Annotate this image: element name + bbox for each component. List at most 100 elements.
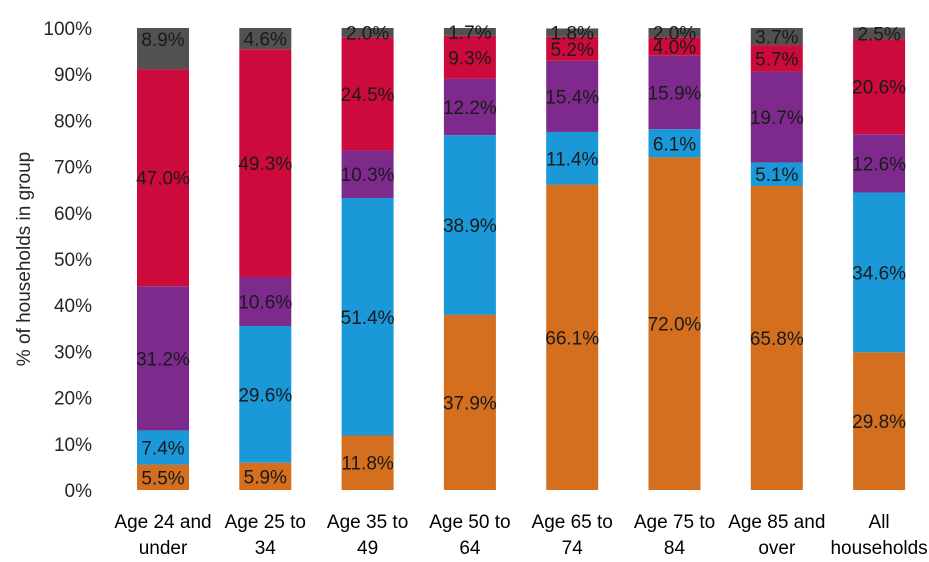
x-category-label: Age 50 to 64 (429, 512, 510, 559)
bar-segment (341, 198, 394, 436)
data-label: 72.0% (648, 315, 702, 336)
data-label: 7.4% (141, 438, 184, 459)
x-category-label: Age 85 and over (728, 512, 825, 559)
data-label: 5.9% (244, 467, 287, 488)
bar-segment (443, 35, 496, 79)
bar-segment (853, 134, 906, 193)
y-tick-label: 0% (65, 481, 93, 502)
bar-segment (443, 314, 496, 490)
data-label: 38.9% (443, 216, 497, 237)
bar-segment (137, 464, 189, 490)
bar-segment (648, 37, 701, 56)
bar-segment (750, 71, 803, 163)
x-category-label: Age 75 to 84 (634, 512, 715, 559)
data-label: 5.2% (551, 40, 594, 61)
y-tick-label: 50% (54, 250, 92, 271)
y-axis-title: % of households in group (14, 152, 35, 366)
y-tick-label: 70% (54, 158, 92, 179)
data-label: 65.8% (750, 329, 804, 350)
data-label: 4.6% (244, 30, 287, 51)
bar-segment (546, 131, 599, 185)
bar-segment (546, 28, 599, 37)
y-tick-label: 100% (43, 19, 92, 40)
bar-segment (750, 162, 803, 187)
bar-segment (648, 129, 701, 158)
data-label: 49.3% (238, 154, 292, 175)
data-label: 8.9% (141, 30, 184, 51)
bar-segment (341, 28, 394, 38)
bar-segment (341, 435, 394, 490)
data-label: 37.9% (443, 393, 497, 414)
bar-segment (546, 36, 599, 61)
bar-segment (853, 352, 906, 490)
data-label: 12.2% (443, 98, 497, 119)
bar-segment (239, 277, 292, 326)
bar-segment (239, 462, 292, 490)
data-label: 15.4% (545, 87, 599, 108)
bar-segment (443, 78, 496, 136)
bar-segment (341, 37, 394, 151)
data-label: 2.0% (653, 24, 696, 45)
bar-segment (546, 184, 599, 491)
x-category-label: All households (830, 512, 927, 559)
x-category-label: Age 35 to 49 (327, 512, 408, 559)
data-label: 3.7% (755, 28, 798, 49)
data-label-layer: 5.5% 7.4% 31.2% 47.0% 8.9% 5.9% 29.6% 10.6% 49.3… (136, 23, 906, 489)
data-label: 10.6% (238, 293, 292, 314)
bar-segment (750, 28, 803, 46)
data-label: 1.8% (551, 24, 594, 45)
bar-segment (853, 192, 906, 353)
y-tick-label: 40% (54, 296, 92, 317)
data-label: 24.5% (341, 85, 395, 106)
bar-segment (137, 69, 189, 287)
data-label: 47.0% (136, 169, 190, 190)
y-tick-label: 80% (54, 111, 92, 132)
y-tick-label: 90% (54, 65, 92, 86)
bar-segment (341, 150, 394, 199)
data-label: 9.3% (448, 48, 491, 69)
y-tick-label: 20% (54, 389, 92, 410)
data-label: 29.6% (238, 385, 292, 406)
bar-segment (239, 325, 292, 463)
x-category-label: Age 65 to 74 (532, 512, 613, 559)
x-category-label: Age 24 and under (114, 512, 211, 559)
bar-segment (648, 157, 701, 491)
data-label: 11.4% (546, 149, 599, 170)
data-label: 6.1% (653, 134, 696, 155)
bar-segment (239, 28, 292, 50)
data-label: 15.9% (648, 83, 702, 104)
axis-layer: 0% 10% 20% 30% 40% 50% 60% 70% 80% 90% 100% Age 24 … (43, 19, 927, 559)
data-label: 4.0% (653, 37, 696, 58)
bar-segment (750, 45, 803, 72)
data-label: 19.7% (750, 108, 804, 129)
y-tick-label: 10% (54, 435, 92, 456)
bar-segment (137, 28, 189, 70)
data-label: 51.4% (341, 308, 395, 329)
bar-segment (546, 60, 599, 132)
data-label: 1.7% (448, 23, 491, 44)
data-label: 5.1% (755, 165, 798, 186)
data-label: 34.6% (852, 263, 906, 284)
data-label: 12.6% (852, 154, 906, 175)
x-category-label: Age 25 to 34 (225, 512, 306, 559)
bar-segment (137, 430, 189, 465)
data-label: 5.5% (141, 468, 184, 489)
bar-segment (648, 55, 701, 130)
data-label: 29.8% (852, 412, 906, 433)
bar-segment (648, 28, 701, 38)
bar-segment (239, 49, 292, 278)
data-label: 20.6% (852, 78, 906, 99)
y-tick-label: 30% (54, 342, 92, 363)
data-label: 10.3% (341, 165, 395, 186)
bar-segment (137, 286, 189, 431)
data-label: 66.1% (545, 328, 599, 349)
data-label: 2.5% (857, 24, 900, 45)
bar-segment (853, 39, 906, 135)
bar-segment (443, 135, 496, 315)
data-label: 2.0% (346, 24, 389, 45)
bar-layer (137, 27, 906, 491)
data-label: 5.7% (755, 49, 798, 70)
y-tick-label: 60% (54, 204, 92, 225)
bar-segment (443, 28, 496, 36)
